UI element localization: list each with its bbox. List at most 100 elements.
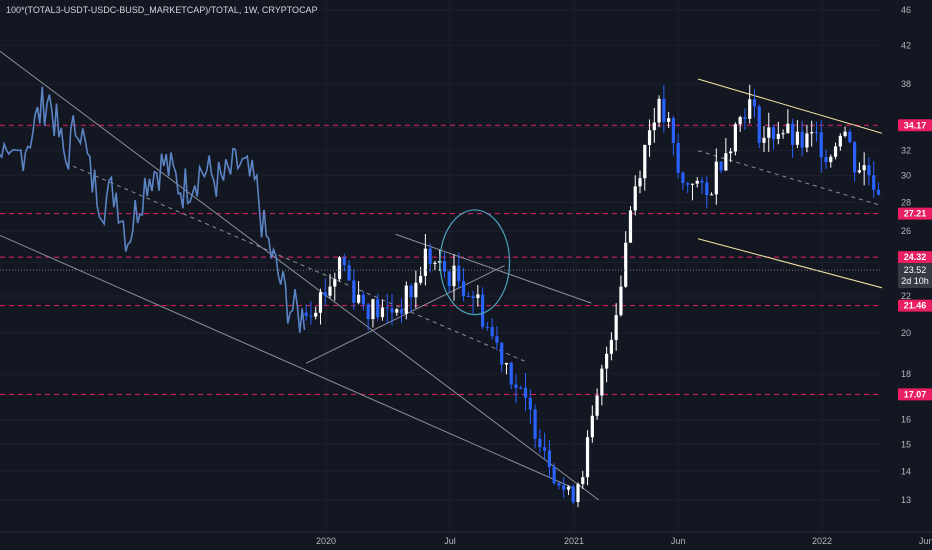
candle-body bbox=[700, 180, 704, 183]
candle-body bbox=[824, 157, 828, 163]
candle-body bbox=[476, 294, 480, 299]
candle-body bbox=[757, 106, 761, 143]
candle-body bbox=[681, 172, 685, 184]
candle-body bbox=[328, 286, 332, 296]
candle-body bbox=[767, 127, 771, 138]
candle-body bbox=[838, 135, 842, 147]
candle-body bbox=[647, 130, 652, 145]
channel-grey-upper bbox=[0, 50, 600, 501]
candle-body bbox=[366, 304, 370, 320]
candle-body bbox=[457, 265, 461, 282]
y-tick-label: 13 bbox=[901, 495, 911, 505]
candle-body bbox=[428, 248, 432, 264]
candle-body bbox=[361, 294, 365, 305]
candle-body bbox=[376, 299, 380, 318]
channel-grey-lower bbox=[0, 234, 575, 489]
candle-body bbox=[724, 153, 728, 171]
candle-body bbox=[762, 137, 766, 143]
history-line bbox=[0, 86, 306, 333]
candle-body bbox=[857, 170, 861, 173]
candle-body bbox=[409, 285, 413, 298]
history-series-line bbox=[0, 86, 306, 333]
candle-body bbox=[485, 326, 489, 328]
level-badge-label: 34.17 bbox=[904, 120, 927, 130]
candle-body bbox=[357, 294, 361, 303]
candle-body bbox=[843, 131, 847, 136]
candle-body bbox=[833, 146, 838, 157]
candle-body bbox=[819, 132, 823, 158]
channel-grey-cap bbox=[395, 233, 592, 304]
trend-channels bbox=[0, 50, 932, 501]
candle-body bbox=[447, 271, 451, 287]
x-axis-background bbox=[0, 532, 932, 550]
candle-body bbox=[795, 131, 799, 145]
candle-body bbox=[309, 315, 313, 317]
candle-body bbox=[771, 127, 776, 139]
candle-body bbox=[619, 286, 623, 316]
candle-body bbox=[380, 307, 385, 318]
candle-body bbox=[419, 275, 423, 283]
candle-body bbox=[500, 342, 504, 365]
candle-body bbox=[872, 175, 876, 190]
candle-body bbox=[814, 132, 819, 134]
y-tick-label: 22 bbox=[901, 291, 911, 301]
candle-body bbox=[743, 117, 747, 119]
candle-body bbox=[442, 261, 447, 272]
candle-body bbox=[519, 387, 523, 389]
candle-body bbox=[695, 180, 699, 184]
candle-body bbox=[433, 262, 437, 264]
candle-body bbox=[333, 279, 337, 287]
candle-body bbox=[490, 327, 494, 337]
candle-body bbox=[652, 122, 656, 131]
candle-body bbox=[390, 308, 394, 313]
candle-body bbox=[566, 486, 571, 490]
x-axis: 2020Jul2021Jun2022Jun2023Jun2024Jun bbox=[0, 531, 932, 550]
candle-body bbox=[686, 183, 690, 185]
candle-body bbox=[514, 384, 518, 388]
candle-body bbox=[600, 368, 604, 396]
candle-body bbox=[562, 485, 566, 490]
y-axis: 1314151618202224262830323438424634.1727.… bbox=[882, 0, 932, 532]
candle-body bbox=[638, 178, 642, 187]
candle-body bbox=[662, 98, 666, 122]
candle-body bbox=[805, 133, 809, 148]
candle-body bbox=[581, 477, 585, 485]
candle-body bbox=[628, 210, 633, 243]
candle-body bbox=[624, 242, 628, 287]
candle-body bbox=[786, 123, 790, 134]
candle-body bbox=[528, 397, 532, 410]
candle-body bbox=[714, 161, 718, 195]
candle-body bbox=[318, 292, 323, 313]
candle-body bbox=[657, 98, 661, 123]
level-badge-label: 17.07 bbox=[904, 389, 927, 399]
candle-body bbox=[676, 142, 680, 173]
candle-body bbox=[399, 309, 404, 314]
channel-yellow-lower bbox=[697, 238, 932, 302]
level-badge bbox=[898, 388, 932, 401]
candle-body bbox=[671, 118, 675, 143]
level-badge-label: 21.46 bbox=[904, 301, 927, 311]
candle-body bbox=[633, 186, 637, 211]
level-badge bbox=[898, 207, 932, 220]
candle-body bbox=[314, 312, 318, 317]
candle-body bbox=[452, 265, 456, 287]
y-tick-label: 20 bbox=[901, 328, 911, 338]
x-tick-label: Jun bbox=[671, 536, 686, 546]
candle-body bbox=[481, 294, 485, 327]
candle-body bbox=[552, 466, 556, 484]
candle-body bbox=[523, 388, 528, 398]
candle-body bbox=[495, 336, 499, 343]
candle-body bbox=[595, 395, 599, 416]
candle-body bbox=[733, 124, 737, 152]
candle-body bbox=[719, 161, 723, 171]
candle-body bbox=[471, 296, 475, 299]
y-tick-label: 42 bbox=[901, 40, 911, 50]
candle-body bbox=[709, 194, 714, 196]
candle-body bbox=[414, 282, 418, 298]
y-tick-label: 15 bbox=[901, 440, 911, 450]
last-price-badge bbox=[898, 263, 932, 289]
horizontal-levels bbox=[0, 124, 882, 395]
level-badge bbox=[898, 119, 932, 132]
